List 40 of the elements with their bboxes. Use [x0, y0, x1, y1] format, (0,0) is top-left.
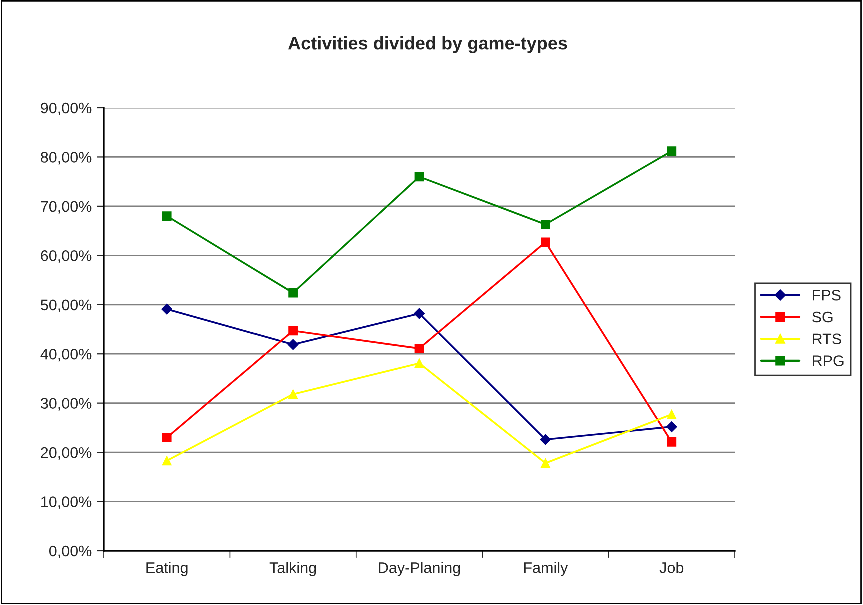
x-tick-label: Job — [660, 562, 684, 574]
y-tick-label: 70,00% — [41, 201, 92, 214]
legend-label: FPS — [813, 290, 841, 301]
point — [162, 456, 172, 466]
point — [414, 344, 424, 354]
y-tick-label: 0,00% — [49, 546, 92, 558]
point — [541, 458, 550, 468]
y-tick-label: 90,00% — [41, 102, 92, 116]
point — [162, 212, 172, 221]
point — [414, 358, 424, 368]
point — [162, 304, 173, 315]
point — [541, 238, 550, 248]
y-tick-label: 10,00% — [42, 496, 92, 510]
point — [540, 434, 552, 446]
point — [414, 172, 424, 182]
legend-label: SG — [812, 312, 833, 323]
x-tick-label: Eating — [146, 562, 188, 576]
point — [288, 390, 298, 400]
point — [667, 146, 677, 156]
x-tick-label: Day-Planing — [379, 562, 460, 576]
legend-label: RTS — [813, 334, 842, 345]
y-tick-label: 40,00% — [40, 348, 92, 362]
point — [162, 433, 172, 442]
point — [288, 339, 299, 350]
x-tick-label: Talking — [270, 562, 316, 576]
point — [541, 220, 550, 230]
point — [667, 410, 677, 420]
y-tick-label: 60,00% — [41, 250, 92, 264]
y-tick-label: 50,00% — [40, 300, 92, 312]
point — [667, 438, 677, 447]
point — [288, 288, 298, 298]
chart-title: Activities divided by game-types — [288, 36, 568, 54]
y-tick-label: 30,00% — [40, 398, 92, 411]
y-tick-label: 20,00% — [41, 447, 92, 460]
x-tick-label: Family — [524, 562, 568, 576]
legend-label: RPG — [813, 356, 844, 366]
y-tick-label: 80,00% — [41, 152, 92, 165]
point — [666, 422, 678, 432]
point — [414, 308, 425, 320]
point — [288, 326, 298, 336]
